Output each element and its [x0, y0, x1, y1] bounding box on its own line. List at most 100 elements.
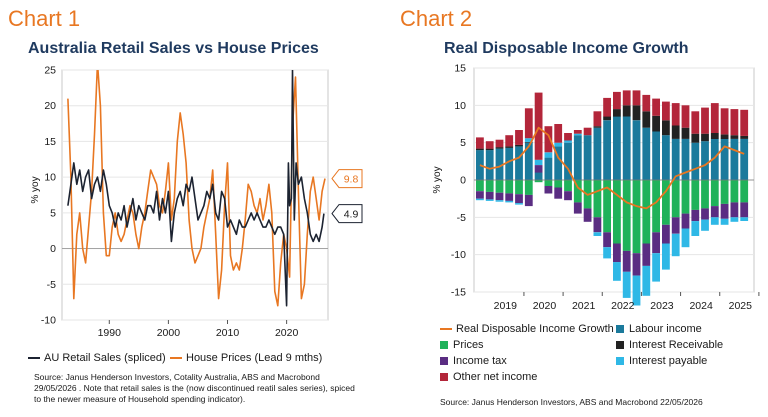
legend-label: House Prices (Lead 9 mths) — [186, 352, 323, 364]
bar-segment-labour-income — [544, 157, 553, 180]
bar-segment-income-tax — [524, 194, 533, 207]
bar-segment-interest-payable — [495, 200, 504, 202]
bar-segment-other-net-income — [652, 98, 660, 116]
bar-segment-labour-income — [495, 148, 504, 180]
bar-segment-other-net-income — [730, 109, 739, 136]
legend-swatch — [616, 357, 624, 365]
bar-segment-interest-receivable — [495, 147, 504, 149]
bar-segment-prices — [613, 180, 621, 244]
bar-segment-interest-payable — [544, 152, 553, 158]
bar-segment-labour-income — [720, 138, 729, 180]
bar-segment-interest-receivable — [593, 126, 602, 128]
bar-segment-other-net-income — [613, 91, 621, 110]
bar-segment-prices — [554, 180, 563, 188]
bar-segment-prices — [622, 180, 631, 251]
chart-number-heading: Chart 2 — [400, 6, 473, 31]
x-tick-label: 2024 — [689, 300, 713, 312]
bar-segment-other-net-income — [544, 126, 553, 153]
bar-segment-other-net-income — [681, 105, 690, 128]
bar-segment-interest-payable — [573, 133, 582, 136]
legend-item-other-net-income: Other net income — [440, 371, 537, 383]
bar-segment-other-net-income — [564, 133, 572, 141]
bar-segment-labour-income — [622, 116, 631, 180]
bar-segment-income-tax — [632, 253, 641, 276]
y-tick-label: 10 — [454, 100, 466, 112]
bar-segment-interest-receivable — [505, 146, 514, 148]
legend-item-interest-payable: Interest payable — [616, 355, 707, 367]
bar-segment-other-net-income — [515, 130, 523, 145]
bar-segment-interest-payable — [720, 218, 729, 225]
bar-segment-income-tax — [681, 213, 690, 229]
value-callout-box — [331, 169, 363, 189]
y-tick-label: -10 — [41, 315, 56, 327]
legend-label: Interest payable — [629, 355, 708, 367]
x-tick-label: 2023 — [650, 300, 674, 312]
bar-segment-labour-income — [583, 135, 592, 180]
legend-swatch — [440, 341, 448, 349]
bar-segment-interest-receivable — [710, 133, 719, 139]
legend-item-interest-receivable: Interest Receivable — [616, 339, 723, 351]
y-tick-label: 15 — [454, 63, 466, 75]
bar-segment-prices — [642, 180, 651, 244]
bar-segment-income-tax — [515, 194, 523, 204]
value-callout-box — [331, 204, 363, 224]
x-tick-label: 2020 — [275, 327, 299, 339]
bar-segment-labour-income — [476, 150, 484, 180]
bar-segment-labour-income — [671, 138, 680, 180]
legend-swatch — [440, 328, 452, 330]
y-tick-label: 5 — [460, 137, 466, 149]
bar-segment-income-tax — [671, 217, 680, 234]
bar-segment-interest-receivable — [740, 135, 749, 139]
bar-segment-other-net-income — [701, 107, 709, 134]
bar-segment-interest-payable — [554, 142, 563, 147]
legend-item-prices: Prices — [440, 339, 484, 351]
bar-segment-prices — [720, 180, 729, 204]
bar-segment-labour-income — [515, 146, 523, 180]
bar-segment-interest-payable — [564, 140, 572, 143]
bar-segment-interest-payable — [524, 138, 533, 142]
bar-segment-income-tax — [652, 232, 660, 254]
bar-segment-interest-payable — [652, 253, 660, 282]
bar-segment-interest-receivable — [524, 141, 533, 143]
y-tick-label: -10 — [451, 249, 466, 261]
bar-segment-labour-income — [662, 135, 670, 180]
legend-label: Income tax — [453, 355, 507, 367]
bar-segment-income-tax — [544, 186, 553, 194]
bar-segment-income-tax — [476, 191, 484, 199]
bar-segment-interest-receivable — [622, 105, 631, 117]
bar-segment-interest-payable — [642, 265, 651, 296]
y-tick-label: 15 — [44, 136, 56, 148]
y-tick-label: 0 — [50, 243, 56, 255]
value-callout-label: 9.8 — [344, 173, 359, 185]
bar-segment-other-net-income — [524, 108, 533, 139]
bar-segment-other-net-income — [583, 127, 592, 136]
bar-segment-income-tax — [583, 208, 592, 222]
y-tick-label: 0 — [460, 175, 466, 187]
bar-segment-prices — [681, 180, 690, 214]
bar-segment-labour-income — [652, 131, 660, 180]
y-axis-label: % yoy — [432, 166, 443, 193]
bar-segment-other-net-income — [603, 97, 611, 117]
bar-segment-labour-income — [701, 141, 709, 180]
bar-segment-interest-receivable — [652, 115, 660, 132]
bar-segment-prices — [524, 180, 533, 195]
y-tick-label: -5 — [47, 279, 56, 291]
bar-segment-other-net-income — [485, 141, 494, 149]
bar-segment-interest-payable — [691, 221, 700, 236]
bar-segment-interest-payable — [730, 217, 739, 222]
bar-segment-other-net-income — [740, 109, 749, 136]
bar-segment-other-net-income — [662, 101, 670, 121]
bar-segment-income-tax — [710, 206, 719, 218]
bar-segment-other-net-income — [534, 92, 543, 160]
bar-segment-interest-payable — [740, 217, 749, 221]
bar-segment-interest-payable — [710, 217, 719, 225]
bar-segment-other-net-income — [642, 94, 651, 112]
bar-segment-other-net-income — [710, 103, 719, 133]
bar-segment-other-net-income — [622, 90, 631, 106]
bar-segment-interest-receivable — [701, 133, 709, 142]
x-tick-label: 2020 — [533, 300, 557, 312]
bar-segment-interest-receivable — [515, 144, 523, 147]
bar-segment-other-net-income — [671, 103, 680, 126]
legend-swatch — [616, 325, 624, 333]
legend-label: Labour income — [629, 323, 702, 335]
